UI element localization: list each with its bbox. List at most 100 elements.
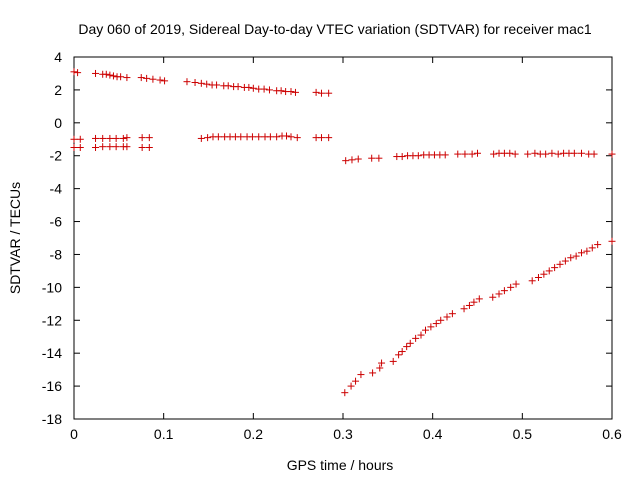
data-point-upper [143, 74, 151, 82]
data-point-lower-flat [554, 150, 562, 158]
data-point-lower-flat [578, 149, 586, 157]
data-point-lower-rising [421, 326, 429, 334]
data-point-lower-flat [531, 149, 539, 157]
data-point-lower-flat [590, 150, 598, 158]
data-point-upper [287, 88, 295, 96]
data-point-middle [293, 134, 301, 142]
y-tick-label: -2 [50, 148, 63, 164]
data-point-lower-rising [528, 277, 536, 285]
data-point-lower-rising [465, 301, 473, 309]
data-point-upper [249, 84, 257, 92]
chart-title: Day 060 of 2019, Sidereal Day-to-day VTE… [78, 21, 591, 37]
data-point-lower-rising [376, 364, 384, 372]
data-point-middle [283, 132, 291, 140]
data-point-lower-flat [454, 150, 462, 158]
data-point-middle-low [106, 143, 114, 151]
x-tick-label: 0.1 [154, 426, 174, 442]
data-point-upper [245, 83, 253, 91]
data-point-lower-rising [378, 359, 386, 367]
data-point-middle-low [112, 143, 120, 151]
data-point-middle [317, 134, 325, 142]
data-point-lower-rising [347, 382, 355, 390]
data-point-lower-rising [500, 287, 508, 295]
data-point-middle [76, 135, 84, 143]
data-point-lower-rising [561, 257, 569, 265]
data-point-middle-low [76, 144, 84, 151]
x-tick-label: 0.5 [513, 426, 533, 442]
data-point-middle [145, 134, 153, 142]
data-point-lower-rising [369, 369, 377, 377]
data-point-middle [106, 134, 114, 142]
data-point-lower-rising [460, 305, 468, 313]
data-point-middle [92, 134, 100, 142]
data-point-lower-flat [608, 150, 616, 158]
data-point-lower-flat [354, 155, 362, 163]
data-point-lower-rising [412, 334, 420, 342]
data-point-middle [237, 133, 245, 141]
y-tick-label: 4 [54, 49, 62, 65]
data-point-middle-low [92, 144, 100, 151]
data-point-middle [138, 134, 146, 142]
x-axis-label: GPS time / hours [287, 457, 394, 473]
x-tick-label: 0.4 [423, 426, 443, 442]
data-point-lower-rising [495, 290, 503, 298]
data-point-upper [92, 69, 100, 77]
data-point-middle [287, 133, 295, 141]
data-point-lower-flat [468, 150, 476, 158]
data-point-upper [291, 88, 299, 96]
data-point-lower-rising [489, 293, 497, 301]
data-point-upper [117, 73, 125, 81]
data-point-lower-flat [368, 154, 376, 162]
data-point-upper [317, 89, 325, 97]
plot-border [73, 56, 613, 420]
data-point-lower-flat [542, 150, 550, 158]
data-point-lower-flat [348, 156, 356, 164]
data-point-middle [273, 133, 281, 141]
data-point-lower-rising [437, 316, 445, 324]
data-point-lower-rising [475, 295, 483, 303]
data-point-upper [191, 79, 199, 87]
plot-frame [73, 56, 613, 420]
data-point-lower-flat [414, 152, 422, 160]
data-point-lower-rising [357, 371, 365, 379]
data-point-middle [112, 134, 120, 142]
data-point-lower-rising [608, 237, 616, 245]
data-point-upper [234, 83, 242, 91]
data-point-lower-flat [524, 150, 532, 158]
data-point-lower-rising [406, 339, 414, 347]
y-tick-label: 2 [54, 82, 62, 98]
data-point-upper [213, 81, 221, 89]
x-tick-label: 0.2 [244, 426, 264, 442]
data-point-upper [277, 87, 285, 95]
data-point-middle [248, 133, 256, 141]
data-point-lower-rising [427, 323, 435, 331]
data-point-upper [265, 86, 273, 94]
data-point-lower-rising [432, 320, 440, 328]
data-point-upper [106, 71, 114, 79]
data-point-upper [312, 88, 320, 96]
data-point-lower-flat [398, 153, 406, 161]
data-points [70, 68, 616, 397]
data-point-lower-rising [417, 331, 425, 339]
data-point-upper [203, 80, 211, 88]
data-point-lower-rising [534, 273, 542, 281]
data-point-lower-flat [570, 149, 578, 157]
data-point-middle [123, 134, 131, 142]
data-point-middle [266, 133, 274, 141]
data-point-middle [204, 134, 212, 142]
data-point-lower-rising [540, 270, 548, 278]
y-axis-ticks: 4 2 0 -2 -4 -6 -8 -10 -12 -14 -16 -18 [42, 49, 612, 427]
data-point-upper [156, 76, 164, 84]
data-point-middle-low [70, 144, 78, 151]
x-tick-label: 0 [70, 426, 78, 442]
y-tick-label: -14 [42, 345, 62, 361]
data-point-lower-flat [474, 149, 481, 157]
data-point-middle-low [99, 143, 107, 151]
x-tick-label: 0.3 [333, 426, 353, 442]
data-point-lower-rising [545, 267, 553, 275]
data-point-middle [119, 134, 127, 142]
data-point-lower-rising [448, 310, 456, 318]
data-point-lower-flat [441, 151, 449, 159]
y-axis-label: SDTVAR / TECUs [7, 182, 23, 294]
